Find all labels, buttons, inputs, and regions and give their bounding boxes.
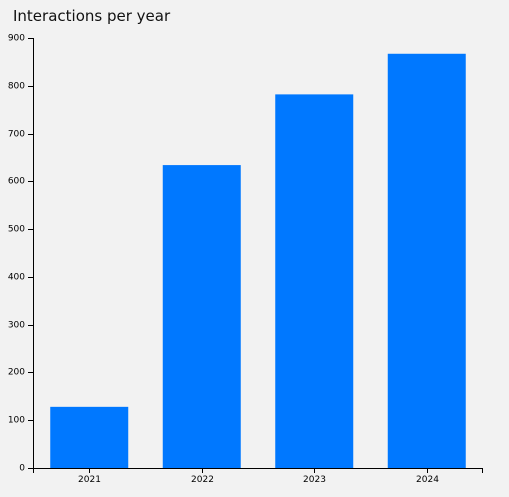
y-tick-label-400: 400: [8, 273, 25, 283]
bar-2021: [50, 406, 129, 468]
y-tick-label-700: 700: [8, 130, 25, 140]
x-axis: 2021 2022 2023 2024: [33, 468, 483, 485]
bar-2024: [387, 53, 466, 469]
bar-2023: [275, 94, 354, 468]
bars-group: [50, 53, 466, 469]
y-tick-label-600: 600: [8, 177, 25, 187]
chart-title: Interactions per year: [13, 7, 171, 25]
bar-2022: [162, 165, 241, 468]
x-tick-label-2021: 2021: [78, 475, 101, 485]
x-tick-label-2024: 2024: [416, 475, 439, 485]
y-tick-label-900: 900: [8, 34, 25, 44]
x-tick-label-2023: 2023: [303, 475, 326, 485]
y-axis: 0 100 200 300 400 500 600 700 800 900: [8, 34, 34, 474]
y-tick-label-800: 800: [8, 82, 25, 92]
y-tick-label-0: 0: [19, 464, 25, 474]
y-tick-label-200: 200: [8, 368, 25, 378]
y-tick-label-100: 100: [8, 416, 25, 426]
y-tick-label-500: 500: [8, 225, 25, 235]
x-tick-label-2022: 2022: [191, 475, 214, 485]
y-tick-label-300: 300: [8, 321, 25, 331]
